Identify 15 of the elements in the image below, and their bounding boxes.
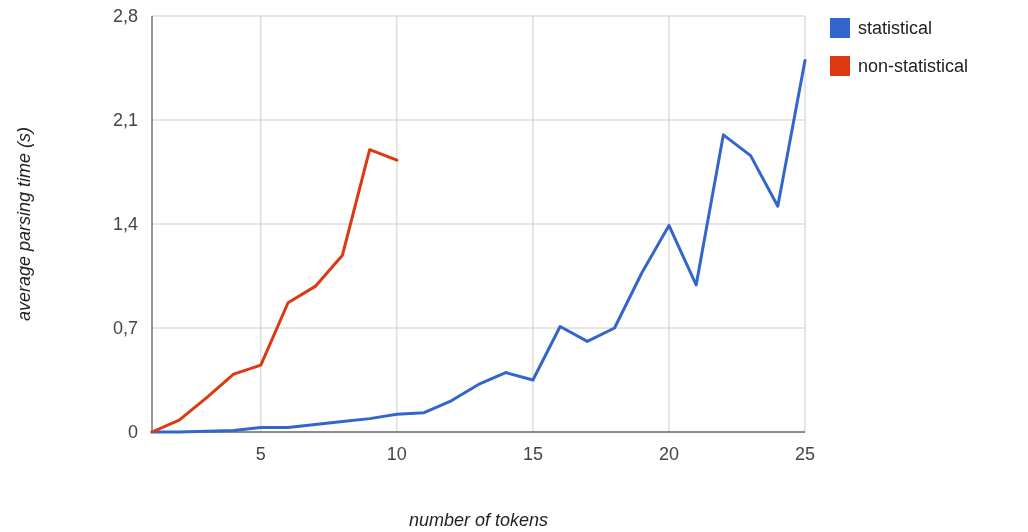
y-tick-label: 1,4 <box>112 214 138 234</box>
y-tick-label: 0 <box>127 422 138 442</box>
y-axis-title: average parsing time (s) <box>14 126 34 322</box>
line-series <box>150 148 399 434</box>
legend-label: non-statistical <box>858 56 969 76</box>
x-tick-label: 20 <box>658 444 679 464</box>
x-tick-label: 15 <box>522 444 543 464</box>
y-tick-label: 2,1 <box>112 110 138 130</box>
x-tick-label: 25 <box>794 444 816 464</box>
x-tick-label: 10 <box>386 444 407 464</box>
y-tick-label: 2,8 <box>112 6 138 26</box>
x-axis-title: number of tokens <box>408 510 549 530</box>
y-tick-label: 0,7 <box>112 318 138 338</box>
x-tick-label: 5 <box>255 444 266 464</box>
legend-label: statistical <box>858 18 933 38</box>
